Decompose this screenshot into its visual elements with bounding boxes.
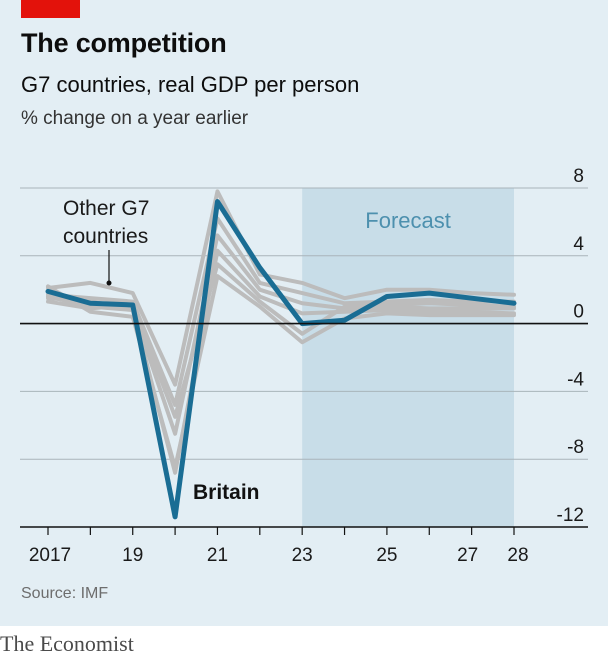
y-tick-label: 0 (573, 302, 584, 323)
x-tick-label: 23 (292, 545, 313, 566)
x-tick-label: 2017 (29, 545, 71, 566)
y-tick-label: -12 (557, 505, 584, 526)
chart-title: The competition (21, 28, 227, 58)
x-tick-label: 21 (207, 545, 228, 566)
forecast-label: Forecast (365, 208, 451, 233)
forecast-layer: Forecast (302, 188, 514, 527)
x-tick-label: 25 (376, 545, 397, 566)
forecast-band (302, 188, 514, 527)
other-g7-line (46, 189, 516, 387)
other-g7-label-line2: countries (63, 225, 148, 248)
source-note: Source: IMF (21, 585, 109, 602)
annotation-layer: Other G7 countries Britain (63, 197, 260, 504)
other-g7-lines (46, 189, 516, 475)
x-tick-label: 28 (507, 545, 528, 566)
other-g7-label-line1: Other G7 (63, 197, 149, 220)
other-g7-line (46, 248, 516, 475)
axis-layer: 8 4 0 -4 -8 -12 2017 19 21 23 25 27 28 (20, 166, 588, 566)
x-tick-label: 27 (457, 545, 478, 566)
chart-unit-label: % change on a year earlier (21, 108, 249, 129)
britain-label: Britain (193, 481, 260, 504)
other-g7-line (46, 274, 516, 470)
x-tick-label: 19 (122, 545, 143, 566)
other-g7-leader-dot (106, 280, 112, 286)
publisher-logo: The Economist (0, 631, 134, 656)
other-g7-line (46, 216, 516, 407)
y-tick-label: 8 (573, 166, 584, 187)
y-tick-label: -4 (567, 369, 584, 390)
britain-line (45, 199, 517, 520)
chart-subtitle: G7 countries, real GDP per person (21, 72, 360, 97)
britain-line-layer (45, 199, 517, 520)
y-tick-label: -8 (567, 437, 584, 458)
y-tick-label: 4 (573, 234, 584, 255)
line-chart: Forecast 8 4 0 -4 -8 -12 2017 19 21 23 25 27 28 Othe… (20, 166, 588, 566)
brand-accent-tag (21, 0, 80, 18)
